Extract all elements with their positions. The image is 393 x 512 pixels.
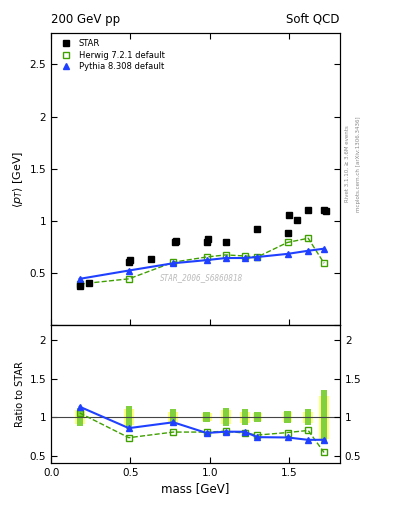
STAR	[204, 239, 209, 245]
Bar	[124, 410, 134, 425]
STAR	[206, 236, 211, 242]
Text: mcplots.cern.ch [arXiv:1306.3436]: mcplots.cern.ch [arXiv:1306.3436]	[356, 116, 361, 211]
Bar	[283, 413, 292, 422]
Bar	[169, 412, 178, 422]
Text: Soft QCD: Soft QCD	[286, 13, 340, 26]
Bar	[204, 413, 210, 422]
Herwig 7.2.1 default	[306, 235, 310, 241]
Pythia 8.308 default	[223, 255, 228, 261]
STAR	[285, 230, 290, 236]
Bar	[254, 413, 261, 422]
Bar	[75, 410, 84, 424]
Bar	[303, 412, 313, 422]
Bar	[285, 411, 291, 423]
STAR	[173, 239, 177, 245]
Bar	[202, 413, 211, 421]
STAR	[128, 257, 133, 263]
Bar	[170, 410, 176, 425]
STAR	[322, 207, 327, 213]
Herwig 7.2.1 default	[322, 260, 327, 266]
Herwig 7.2.1 default	[127, 276, 131, 282]
STAR	[255, 226, 260, 232]
STAR	[323, 208, 328, 215]
Herwig 7.2.1 default	[223, 252, 228, 258]
Bar	[240, 412, 250, 422]
Y-axis label: $\langle p_T \rangle$ [GeV]: $\langle p_T \rangle$ [GeV]	[11, 151, 26, 207]
Pythia 8.308 default	[77, 276, 82, 282]
STAR	[174, 238, 179, 244]
STAR	[77, 283, 82, 289]
Bar	[253, 413, 262, 421]
STAR	[127, 259, 131, 265]
Bar	[305, 410, 311, 425]
Y-axis label: Ratio to STAR: Ratio to STAR	[15, 361, 26, 427]
STAR	[223, 239, 228, 245]
Line: Pythia 8.308 default: Pythia 8.308 default	[77, 246, 327, 282]
Text: 200 GeV pp: 200 GeV pp	[51, 13, 120, 26]
Bar	[319, 396, 329, 439]
Pythia 8.308 default	[204, 257, 209, 263]
Herwig 7.2.1 default	[171, 259, 176, 265]
Legend: STAR, Herwig 7.2.1 default, Pythia 8.308 default: STAR, Herwig 7.2.1 default, Pythia 8.308…	[55, 37, 166, 73]
Pythia 8.308 default	[171, 260, 176, 266]
Pythia 8.308 default	[242, 255, 247, 261]
STAR	[87, 280, 92, 286]
Pythia 8.308 default	[322, 246, 327, 252]
Herwig 7.2.1 default	[204, 254, 209, 260]
Bar	[126, 406, 132, 429]
STAR	[306, 207, 310, 213]
Bar	[77, 408, 83, 426]
X-axis label: mass [GeV]: mass [GeV]	[162, 482, 230, 496]
Pythia 8.308 default	[127, 267, 131, 273]
Bar	[221, 410, 231, 424]
Herwig 7.2.1 default	[242, 253, 247, 259]
STAR	[295, 217, 299, 223]
Text: Rivet 3.1.10, ≥ 3.6M events: Rivet 3.1.10, ≥ 3.6M events	[345, 125, 350, 202]
Line: Herwig 7.2.1 default: Herwig 7.2.1 default	[77, 236, 327, 287]
Herwig 7.2.1 default	[255, 254, 260, 260]
Bar	[222, 408, 229, 426]
Bar	[242, 410, 248, 425]
Herwig 7.2.1 default	[285, 239, 290, 245]
Herwig 7.2.1 default	[77, 281, 82, 287]
STAR	[287, 212, 292, 219]
Pythia 8.308 default	[285, 251, 290, 257]
Text: STAR_2006_S6860818: STAR_2006_S6860818	[160, 273, 243, 283]
Line: STAR: STAR	[77, 207, 329, 289]
Bar	[321, 390, 327, 444]
STAR	[149, 256, 153, 262]
Pythia 8.308 default	[255, 254, 260, 260]
Pythia 8.308 default	[306, 248, 310, 254]
